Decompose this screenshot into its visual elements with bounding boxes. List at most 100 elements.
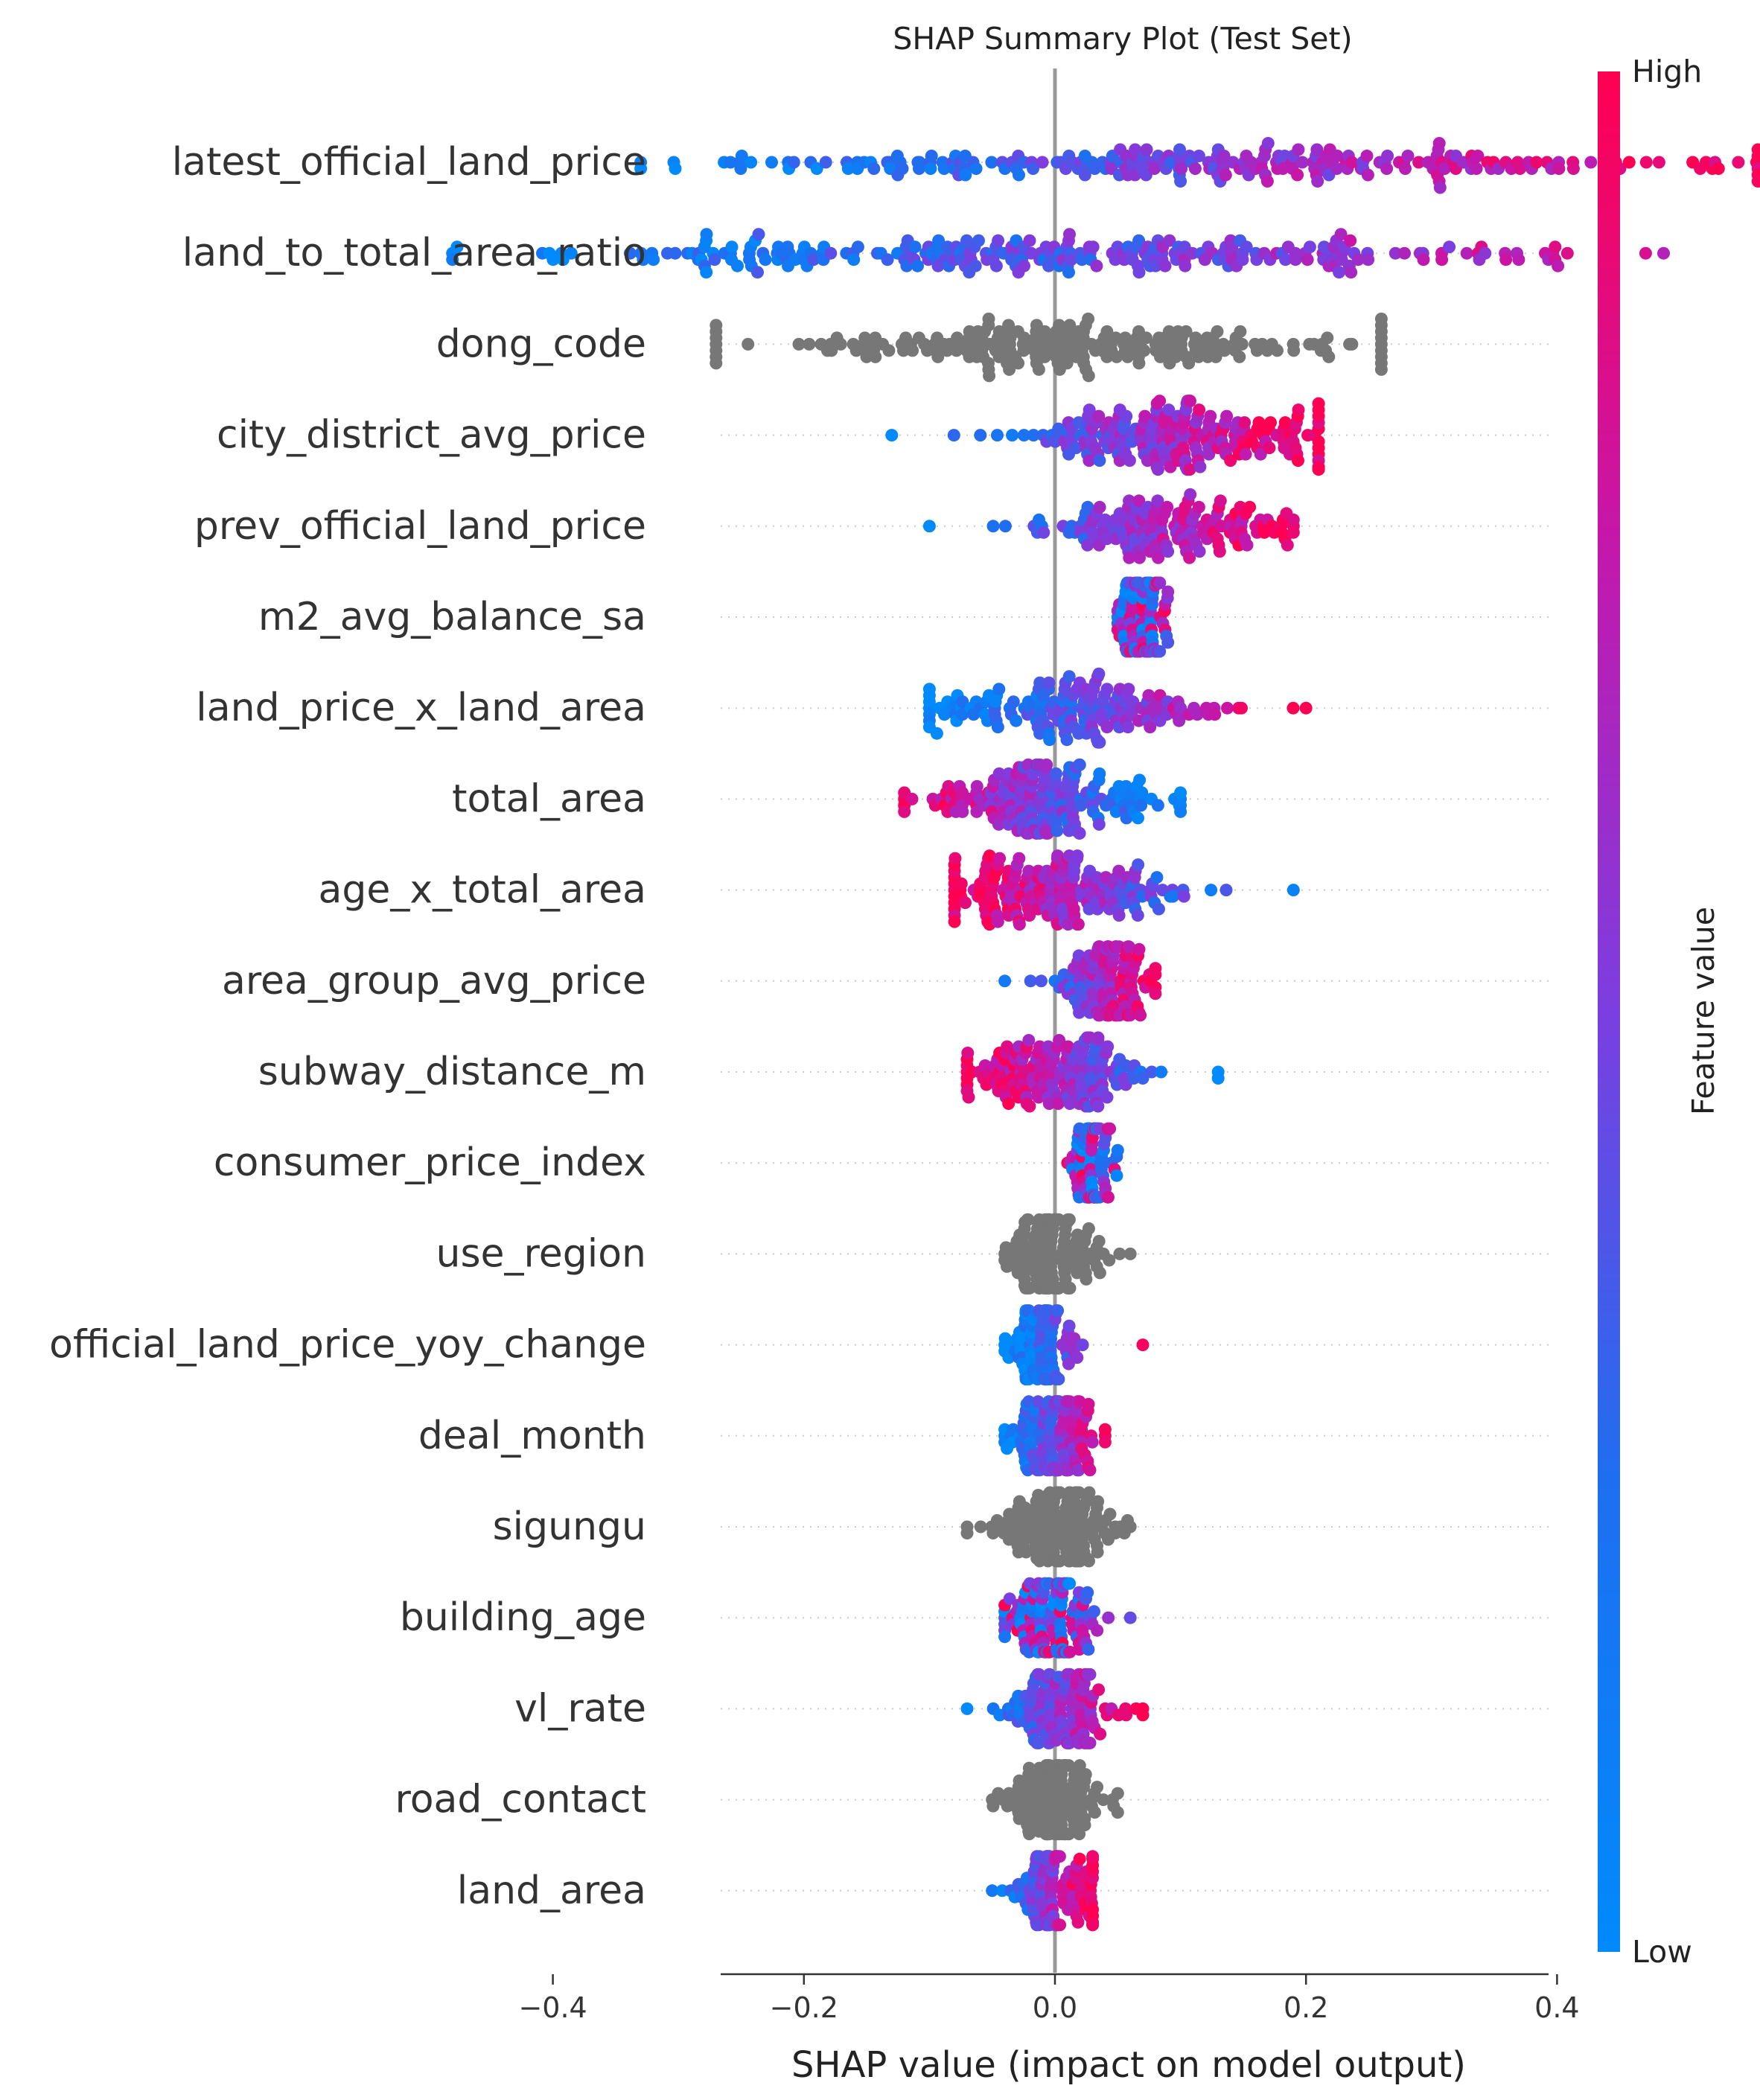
shap-point: [1432, 137, 1446, 150]
shap-point: [731, 259, 744, 272]
shap-point: [974, 1520, 987, 1533]
shap-point: [1552, 259, 1565, 272]
shap-point: [1153, 576, 1167, 590]
shap-point: [1152, 551, 1165, 564]
shap-point: [1333, 266, 1346, 279]
shap-point: [1162, 403, 1176, 417]
shap-point: [1260, 175, 1274, 188]
shap-point: [1161, 585, 1175, 599]
shap-point: [1652, 156, 1665, 169]
shap-point: [1094, 1727, 1107, 1740]
shap-point: [1163, 234, 1176, 247]
shap-point: [1121, 350, 1135, 363]
shap-point: [1460, 246, 1473, 260]
shap-point: [1443, 240, 1456, 254]
shap-point: [1037, 526, 1050, 539]
shap-point: [1312, 397, 1325, 410]
shap-point: [1221, 701, 1234, 715]
shap-point: [1161, 500, 1174, 514]
shap-point: [634, 162, 648, 175]
x-tick-label: 0.0: [1033, 1991, 1077, 2024]
shap-point: [1299, 701, 1313, 715]
shap-point: [1192, 150, 1205, 162]
shap-point: [1286, 884, 1300, 897]
shap-point: [1120, 1708, 1133, 1722]
shap-point: [1111, 1787, 1124, 1800]
shap-point: [1136, 1708, 1150, 1722]
feature-label-land-price-x-land-area: land_price_x_land_area: [196, 686, 646, 730]
shap-point: [1093, 454, 1106, 467]
shap-point: [925, 150, 938, 162]
shap-point: [1091, 1545, 1104, 1559]
shap-point: [913, 156, 926, 169]
shap-point: [1051, 849, 1065, 863]
shap-point: [1264, 416, 1277, 430]
shap-point: [564, 246, 578, 260]
shap-point: [1192, 500, 1205, 514]
shap-point: [734, 162, 747, 175]
shap-point: [922, 683, 936, 696]
feature-label-building-age: building_age: [400, 1595, 646, 1640]
shap-point: [1310, 143, 1324, 156]
shap-point: [1062, 1213, 1076, 1226]
shap-point: [1082, 312, 1095, 325]
shap-point: [954, 877, 968, 890]
shap-point: [1091, 1031, 1105, 1044]
shap-point: [1129, 143, 1142, 156]
shap-point: [1657, 246, 1670, 260]
shap-point: [1078, 168, 1091, 182]
shap-point: [1345, 156, 1359, 169]
shap-point: [1512, 253, 1525, 267]
shap-point: [1033, 676, 1047, 689]
shap-point: [1433, 181, 1447, 194]
shap-point: [1069, 441, 1083, 455]
shap-point: [1132, 858, 1145, 872]
shap-point: [1188, 162, 1202, 175]
shap-point: [986, 1799, 1000, 1813]
shap-point: [948, 915, 961, 928]
shap-point: [922, 520, 936, 533]
shap-point: [1100, 1091, 1114, 1104]
shap-point: [962, 1091, 975, 1104]
feature-label-road-contact: road_contact: [395, 1778, 646, 1822]
shap-point: [1193, 403, 1206, 417]
shap-point: [1239, 447, 1252, 461]
feature-label-prev-official-land-price: prev_official_land_price: [194, 504, 646, 549]
shap-point: [1123, 454, 1136, 467]
shap-point: [1006, 429, 1019, 442]
chart-title: SHAP Summary Plot (Test Set): [893, 21, 1352, 57]
shap-point: [1071, 1915, 1085, 1929]
shap-point: [1220, 409, 1234, 423]
shap-point: [1133, 773, 1147, 787]
shap-point: [1388, 246, 1402, 260]
shap-point: [1073, 758, 1086, 771]
shap-point: [1132, 266, 1146, 279]
feature-label-age-x-total-area: age_x_total_area: [318, 868, 646, 913]
shap-point: [1082, 1222, 1095, 1235]
shap-point: [1003, 363, 1016, 376]
shap-point: [974, 429, 987, 442]
shap-point: [1027, 162, 1040, 175]
feature-label-use-region: use_region: [436, 1231, 647, 1276]
shap-point: [982, 312, 995, 325]
shap-point: [1103, 1122, 1117, 1135]
shap-point: [970, 779, 983, 793]
shap-point: [1135, 786, 1149, 800]
shap-point: [1560, 246, 1574, 260]
shap-point: [1100, 683, 1114, 696]
shap-point: [1240, 240, 1253, 254]
shap-point: [960, 1702, 974, 1715]
shap-point: [1051, 1304, 1065, 1318]
shap-point: [998, 974, 1012, 988]
shap-point: [847, 253, 861, 267]
shap-point: [1072, 1464, 1085, 1477]
shap-point: [725, 240, 739, 254]
shap-point: [1002, 319, 1015, 332]
shap-point: [1022, 1034, 1036, 1047]
feature-label-land-to-total-area-ratio: land_to_total_area_ratio: [182, 231, 646, 275]
shap-point: [1010, 714, 1023, 727]
shap-point: [1024, 246, 1038, 260]
shap-point: [956, 695, 969, 709]
shap-point: [1215, 520, 1228, 533]
shap-point: [1144, 721, 1157, 734]
